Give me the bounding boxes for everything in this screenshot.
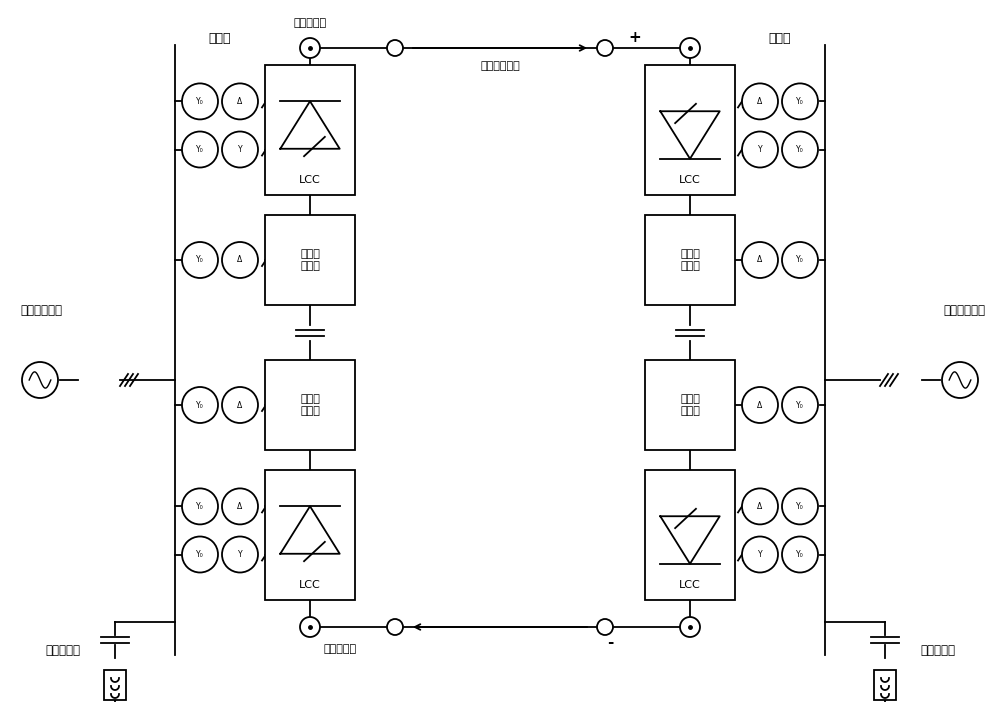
Circle shape bbox=[182, 387, 218, 423]
Text: LCC: LCC bbox=[299, 175, 321, 185]
Text: Δ: Δ bbox=[757, 97, 763, 106]
Circle shape bbox=[182, 536, 218, 573]
Circle shape bbox=[22, 362, 58, 398]
Text: Y: Y bbox=[758, 145, 762, 154]
Text: Y: Y bbox=[758, 550, 762, 559]
Bar bbox=[265, 360, 355, 450]
Circle shape bbox=[387, 619, 403, 635]
Circle shape bbox=[680, 38, 700, 58]
Text: Y₀: Y₀ bbox=[196, 145, 204, 154]
Text: 模块化
换流器: 模块化 换流器 bbox=[300, 249, 320, 271]
Text: 无源滤波器: 无源滤波器 bbox=[45, 644, 80, 656]
Circle shape bbox=[742, 387, 778, 423]
Text: 模块化
换流器: 模块化 换流器 bbox=[680, 395, 700, 416]
Text: 无源滤波器: 无源滤波器 bbox=[920, 644, 955, 656]
Text: Δ: Δ bbox=[237, 502, 243, 511]
Text: 模块化
换流器: 模块化 换流器 bbox=[680, 249, 700, 271]
Text: Y₀: Y₀ bbox=[796, 401, 804, 409]
Text: Y₀: Y₀ bbox=[196, 550, 204, 559]
Circle shape bbox=[222, 387, 258, 423]
Text: LCC: LCC bbox=[679, 580, 701, 590]
Circle shape bbox=[182, 489, 218, 524]
Bar bbox=[874, 670, 896, 700]
Text: Y₀: Y₀ bbox=[796, 502, 804, 511]
Text: LCC: LCC bbox=[679, 175, 701, 185]
Text: Δ: Δ bbox=[237, 97, 243, 106]
Text: Δ: Δ bbox=[237, 256, 243, 265]
Circle shape bbox=[222, 489, 258, 524]
Text: Y₀: Y₀ bbox=[196, 97, 204, 106]
Circle shape bbox=[742, 536, 778, 573]
Circle shape bbox=[680, 617, 700, 637]
Circle shape bbox=[222, 536, 258, 573]
Bar bbox=[265, 215, 355, 305]
Circle shape bbox=[597, 619, 613, 635]
Circle shape bbox=[182, 131, 218, 168]
Text: 平波电抗器: 平波电抗器 bbox=[293, 18, 327, 28]
Circle shape bbox=[597, 40, 613, 56]
Circle shape bbox=[742, 131, 778, 168]
Circle shape bbox=[222, 131, 258, 168]
Text: Y: Y bbox=[238, 550, 242, 559]
Text: Δ: Δ bbox=[757, 502, 763, 511]
Circle shape bbox=[782, 489, 818, 524]
Text: Δ: Δ bbox=[757, 256, 763, 265]
Circle shape bbox=[782, 131, 818, 168]
Bar bbox=[645, 215, 735, 305]
Circle shape bbox=[387, 40, 403, 56]
Circle shape bbox=[942, 362, 978, 398]
Text: 平波电抗器: 平波电抗器 bbox=[323, 644, 357, 654]
Bar bbox=[104, 670, 126, 700]
Circle shape bbox=[182, 242, 218, 278]
Circle shape bbox=[782, 387, 818, 423]
Text: -: - bbox=[607, 635, 613, 649]
Text: Y₀: Y₀ bbox=[796, 550, 804, 559]
Text: Δ: Δ bbox=[237, 401, 243, 409]
Bar bbox=[645, 360, 735, 450]
Text: Y₀: Y₀ bbox=[796, 256, 804, 265]
Circle shape bbox=[742, 489, 778, 524]
Bar bbox=[645, 65, 735, 195]
Circle shape bbox=[300, 38, 320, 58]
Circle shape bbox=[222, 242, 258, 278]
Circle shape bbox=[742, 84, 778, 119]
Text: 变压器: 变压器 bbox=[209, 32, 231, 44]
Text: Y₀: Y₀ bbox=[196, 502, 204, 511]
Circle shape bbox=[782, 536, 818, 573]
Text: Y₀: Y₀ bbox=[196, 256, 204, 265]
Circle shape bbox=[782, 84, 818, 119]
Text: LCC: LCC bbox=[299, 580, 321, 590]
Circle shape bbox=[222, 84, 258, 119]
Text: 模块化
换流器: 模块化 换流器 bbox=[300, 395, 320, 416]
Text: Y₀: Y₀ bbox=[796, 145, 804, 154]
Text: Y: Y bbox=[238, 145, 242, 154]
Circle shape bbox=[782, 242, 818, 278]
Text: 送端交流电网: 送端交流电网 bbox=[20, 303, 62, 317]
Bar bbox=[265, 65, 355, 195]
Text: Δ: Δ bbox=[757, 401, 763, 409]
Text: 变压器: 变压器 bbox=[769, 32, 791, 44]
Text: Y₀: Y₀ bbox=[196, 401, 204, 409]
Bar bbox=[265, 470, 355, 600]
Circle shape bbox=[742, 242, 778, 278]
Circle shape bbox=[300, 617, 320, 637]
Circle shape bbox=[182, 84, 218, 119]
Text: +: + bbox=[629, 30, 641, 46]
Text: Y₀: Y₀ bbox=[796, 97, 804, 106]
Text: 受端交流电网: 受端交流电网 bbox=[943, 303, 985, 317]
Text: 直流输电线路: 直流输电线路 bbox=[480, 61, 520, 71]
Bar bbox=[645, 470, 735, 600]
